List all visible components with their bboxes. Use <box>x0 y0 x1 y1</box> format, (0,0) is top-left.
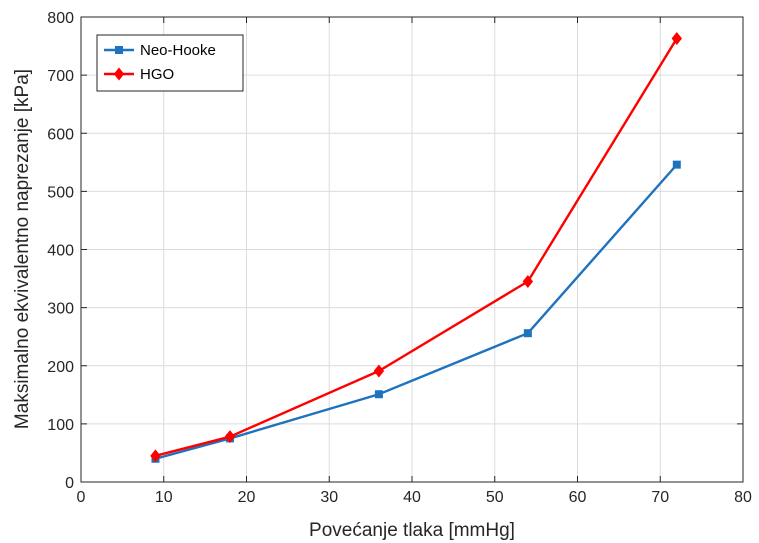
legend-marker-hgo <box>113 67 125 81</box>
series-hgo <box>150 32 682 463</box>
y-tick-label: 800 <box>47 10 74 27</box>
legend-label-hgo: HGO <box>140 66 174 83</box>
x-tick-label: 40 <box>403 489 421 506</box>
ticks: 0 10 20 30 40 50 60 70 8001002003004005006007008… <box>47 10 752 506</box>
data-point-hgo <box>671 32 682 46</box>
y-tick-label: 500 <box>47 184 74 201</box>
y-tick-label: 700 <box>47 68 74 85</box>
legend-marker-neo-hooke <box>115 46 123 54</box>
data-point-hgo <box>150 449 161 463</box>
x-tick-label: 50 <box>486 489 504 506</box>
series-layer <box>150 32 682 463</box>
x-tick-label: 70 <box>651 489 669 506</box>
x-tick-label: 30 <box>320 489 338 506</box>
y-tick-label: 400 <box>47 243 74 260</box>
x-tick-label: 20 <box>238 489 256 506</box>
x-tick-label: 0 <box>77 489 86 506</box>
data-point-hgo <box>224 430 236 444</box>
legend: Neo-Hooke HGO <box>96 34 244 92</box>
legend-box <box>96 34 244 92</box>
data-point-neo-hooke <box>523 329 532 338</box>
data-point-neo-hooke <box>374 390 383 399</box>
data-point-hgo <box>373 364 385 378</box>
y-tick-label: 600 <box>47 126 74 143</box>
x-tick-label: 60 <box>569 489 587 506</box>
x-axis-title: Povećanje tlaka [mmHg] <box>309 520 515 541</box>
x-tick-label: 80 <box>734 489 752 506</box>
x-tick-label: 10 <box>155 489 173 506</box>
data-point-hgo <box>522 274 534 288</box>
y-tick-label: 200 <box>47 359 74 376</box>
y-tick-label: 300 <box>47 301 74 318</box>
legend-label-neo-hooke: Neo-Hooke <box>140 42 216 59</box>
data-point-neo-hooke <box>672 160 681 169</box>
y-tick-label: 100 <box>47 417 74 434</box>
y-tick-label: 0 <box>65 475 74 492</box>
y-axis-title: Maksimalno ekvivalentno naprezanje [kPa] <box>12 69 33 429</box>
